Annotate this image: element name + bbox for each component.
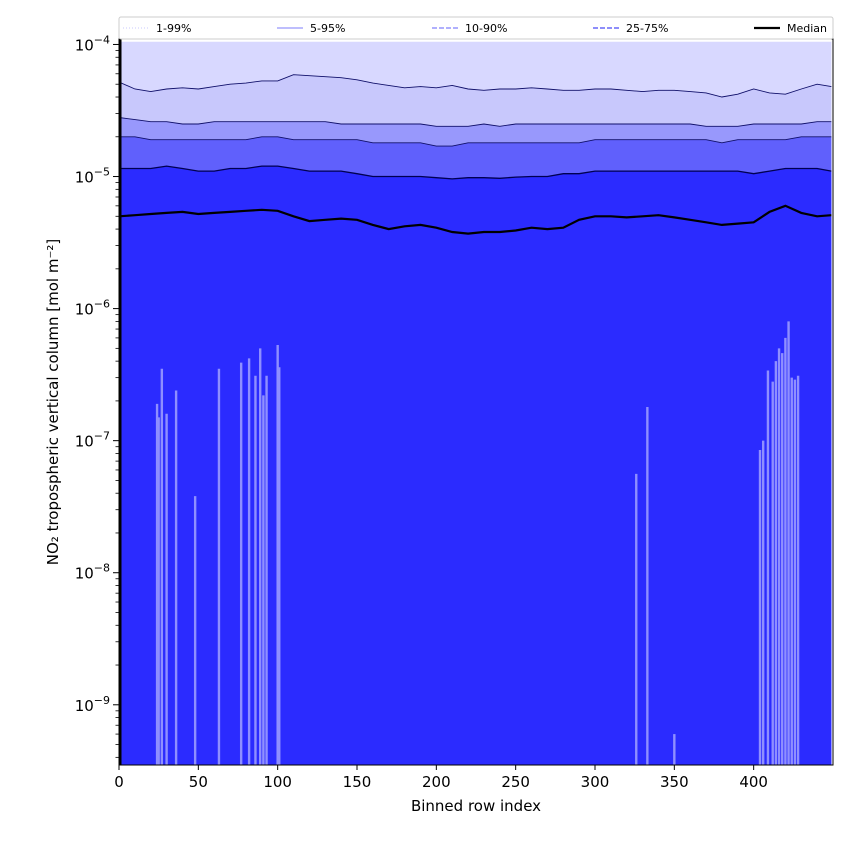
legend-box <box>118 16 834 40</box>
y-tick-label-−7: 10−7 <box>75 430 110 451</box>
x-tick-label-0: 0 <box>114 773 124 791</box>
x-tick-label-350: 350 <box>660 773 689 791</box>
y-tick-label-−5: 10−5 <box>75 166 110 187</box>
x-tick-label-150: 150 <box>343 773 372 791</box>
x-tick-label-300: 300 <box>581 773 610 791</box>
plot-layers <box>119 39 832 765</box>
plot-area <box>119 39 832 765</box>
y-tick-label-−4: 10−4 <box>75 33 110 54</box>
y-tick-label-−6: 10−6 <box>75 298 110 319</box>
edge-line-25-75pct <box>119 136 832 147</box>
edge-line-5-95pct <box>119 74 832 98</box>
band-core <box>119 166 832 765</box>
y-tick-label-−8: 10−8 <box>75 562 110 583</box>
y-axis-label: NO₂ tropospheric vertical column [mol m⁻… <box>44 239 62 565</box>
legend-label-4: Median <box>787 22 827 35</box>
legend-label-0: 1-99% <box>156 22 191 35</box>
legend-label-1: 5-95% <box>310 22 345 35</box>
x-tick-label-250: 250 <box>501 773 530 791</box>
legend-label-3: 25-75% <box>626 22 668 35</box>
y-tick-label-−9: 10−9 <box>75 694 110 715</box>
x-tick-label-400: 400 <box>739 773 768 791</box>
legend: 1-99% 5-95% 10-90% 25-75% Median <box>118 16 834 40</box>
edge-line-10-90pct <box>119 117 832 127</box>
legend-label-2: 10-90% <box>465 22 507 35</box>
x-tick-label-50: 50 <box>189 773 208 791</box>
edge-line-25pct <box>119 165 832 180</box>
median-line <box>119 204 832 235</box>
x-tick-label-200: 200 <box>422 773 451 791</box>
x-axis-label: Binned row index <box>411 797 541 815</box>
x-tick-label-100: 100 <box>263 773 292 791</box>
